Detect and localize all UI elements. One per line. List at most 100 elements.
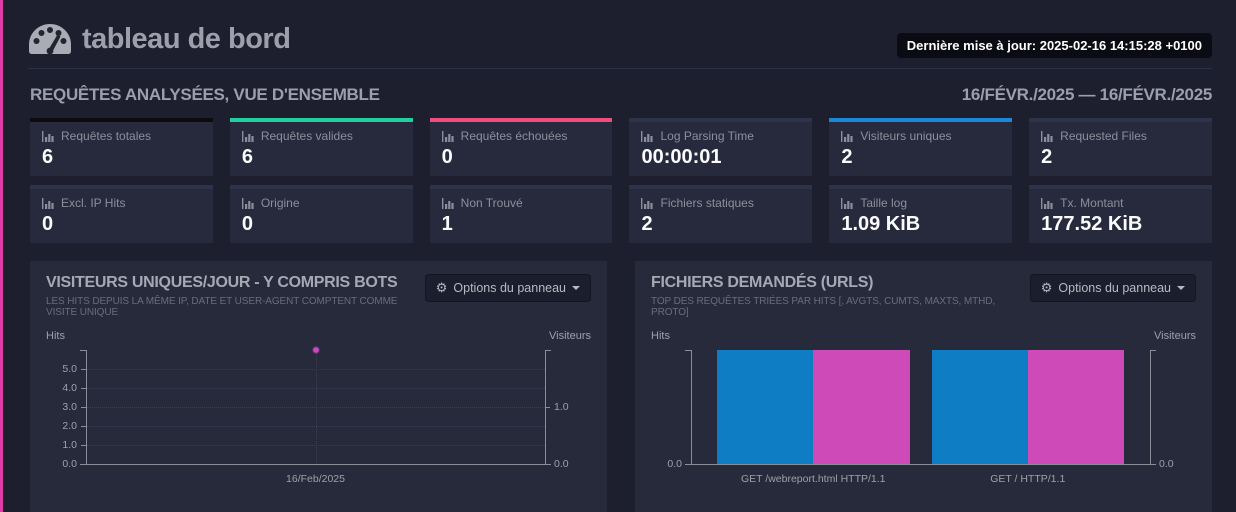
x-tick-label: 16/Feb/2025 xyxy=(286,473,345,485)
stat-card-value: 2 xyxy=(641,213,653,235)
stat-card-label: Taille log xyxy=(841,196,1000,211)
panel-title: VISITEURS UNIQUES/JOUR - Y COMPRIS BOTS xyxy=(46,274,398,291)
panel-options-button[interactable]: ⚙ Options du panneau xyxy=(424,274,591,302)
stat-card: Requêtes échouées 0 xyxy=(429,118,613,176)
stat-label-text: Fichiers statiques xyxy=(660,196,754,210)
stat-card: Origine 0 xyxy=(229,185,413,243)
tick-mark xyxy=(81,369,86,370)
stat-card-value: 177.52 KiB xyxy=(1041,213,1143,235)
stat-card-value: 00:00:01 xyxy=(641,146,722,168)
panel-subtitle: TOP DES REQUÊTES TRIÉES PAR HITS [, AVGT… xyxy=(651,296,996,318)
x-axis xyxy=(685,464,1156,465)
stat-card-value: 0 xyxy=(241,213,253,235)
y-axis-right xyxy=(1150,350,1151,465)
stat-label-text: Requêtes valides xyxy=(260,129,353,143)
stat-card-label: Fichiers statiques xyxy=(641,196,800,211)
y-axis-left xyxy=(691,350,692,465)
y-axis-left-cap xyxy=(80,350,86,351)
stat-card-label: Requêtes échouées xyxy=(441,129,601,144)
bar-hits[interactable] xyxy=(931,350,1028,464)
tick-mark xyxy=(81,426,86,427)
gear-icon: ⚙ xyxy=(435,280,448,295)
tick-label: 1.0 xyxy=(62,439,77,451)
tick-label: 0.0 xyxy=(554,458,569,470)
tick-label: 2.0 xyxy=(62,420,77,432)
stat-card: Log Parsing Time 00:00:01 xyxy=(629,118,813,176)
stat-label-text: Non Trouvé xyxy=(460,196,523,210)
stat-card-value: 2 xyxy=(1041,146,1053,168)
tick-label: 4.0 xyxy=(62,382,77,394)
tick-mark xyxy=(545,407,550,408)
stat-card-label: Visiteurs uniques xyxy=(841,129,1000,144)
panel-options-button[interactable]: ⚙ Options du panneau xyxy=(1029,274,1196,302)
panel-title: FICHIERS DEMANDÉS (URLS) xyxy=(651,274,874,291)
stat-card-value: 6 xyxy=(241,146,253,168)
stat-label-text: Log Parsing Time xyxy=(660,129,754,143)
bar-chart-icon xyxy=(1041,198,1054,209)
overview-date-range: 16/FÉVR./2025 — 16/FÉVR./2025 xyxy=(961,85,1213,104)
x-tick-label: GET / HTTP/1.1 xyxy=(990,473,1066,485)
stat-label-text: Taille log xyxy=(860,196,908,210)
chevron-down-icon xyxy=(1177,286,1185,290)
stat-cards-grid: Requêtes totales 6 Requêtes valides 6 Requêt… xyxy=(30,118,1212,243)
panel-subtitle: LES HITS DEPUIS LA MÊME IP, DATE ET USER… xyxy=(46,296,398,318)
panel-options-label: Options du panneau xyxy=(1058,281,1171,295)
stat-card-label: Log Parsing Time xyxy=(641,129,800,144)
stat-card: Requêtes totales 6 xyxy=(30,118,213,176)
tick-label: 3.0 xyxy=(62,401,77,413)
panels-row: VISITEURS UNIQUES/JOUR - Y COMPRIS BOTS … xyxy=(30,261,1212,512)
stat-card-label: Requêtes totales xyxy=(42,129,201,144)
chevron-down-icon xyxy=(572,286,580,290)
bar-chart-icon xyxy=(441,198,455,209)
stat-card-value: 0 xyxy=(42,213,54,235)
y-axis-left-cap xyxy=(685,350,691,351)
bar-visiteurs[interactable] xyxy=(813,350,910,464)
stat-card-label: Requested Files xyxy=(1041,129,1200,144)
stat-card-label: Origine xyxy=(241,196,401,211)
stat-label-text: Tx. Montant xyxy=(1060,196,1124,210)
data-point[interactable] xyxy=(312,346,319,354)
axis-title-hits: Hits xyxy=(46,330,65,342)
stat-label-text: Origine xyxy=(260,196,300,210)
bar-chart-icon xyxy=(42,131,55,142)
stat-card-label: Excl. IP Hits xyxy=(42,196,201,211)
tachometer-icon xyxy=(28,22,72,56)
axis-title-visiteurs: Visiteurs xyxy=(1154,330,1196,342)
stat-card: Excl. IP Hits 0 xyxy=(30,185,213,243)
requested-files-chart: Hits Visiteurs 0.0 0.0 GET /webreport.html H… xyxy=(651,330,1196,508)
tick-label: 0.0 xyxy=(62,458,77,470)
panel-head: VISITEURS UNIQUES/JOUR - Y COMPRIS BOTS … xyxy=(46,274,591,318)
bar-chart-icon xyxy=(841,131,854,142)
bar-chart-icon xyxy=(42,198,55,209)
gear-icon: ⚙ xyxy=(1040,280,1053,295)
panel-unique-visitors: VISITEURS UNIQUES/JOUR - Y COMPRIS BOTS … xyxy=(30,261,607,512)
tick-mark xyxy=(686,464,691,465)
tick-mark xyxy=(81,445,86,446)
stat-card-value: 0 xyxy=(441,146,453,168)
stat-card: Requêtes valides 6 xyxy=(229,118,413,176)
stat-label-text: Requêtes totales xyxy=(61,129,152,143)
stat-card-label: Tx. Montant xyxy=(1041,196,1200,211)
stat-card-label: Requêtes valides xyxy=(241,129,401,144)
x-gridline xyxy=(315,350,317,464)
stat-label-text: Visiteurs uniques xyxy=(860,129,952,143)
stat-label-text: Requested Files xyxy=(1060,129,1147,143)
panel-options-label: Options du panneau xyxy=(453,281,566,295)
tick-mark xyxy=(81,407,86,408)
y-axis-left xyxy=(86,350,87,465)
bar-chart-icon xyxy=(241,198,255,209)
bar-visiteurs[interactable] xyxy=(1027,350,1124,464)
tick-label: 1.0 xyxy=(554,401,569,413)
tick-label: 5.0 xyxy=(62,363,77,375)
overview-header: REQUÊTES ANALYSÉES, VUE D'ENSEMBLE 16/FÉ… xyxy=(30,85,1212,105)
bar-hits[interactable] xyxy=(717,350,814,464)
stat-label-text: Excl. IP Hits xyxy=(61,196,126,210)
tick-label: 0.0 xyxy=(667,458,682,470)
stat-card-label: Non Trouvé xyxy=(441,196,601,211)
bar-chart-icon xyxy=(241,131,255,142)
y-axis-right-cap xyxy=(545,350,551,351)
stat-card-value: 1 xyxy=(441,213,453,235)
page-title: tableau de bord xyxy=(82,22,291,55)
panel-head-text: FICHIERS DEMANDÉS (URLS) TOP DES REQUÊTE… xyxy=(651,274,1030,318)
